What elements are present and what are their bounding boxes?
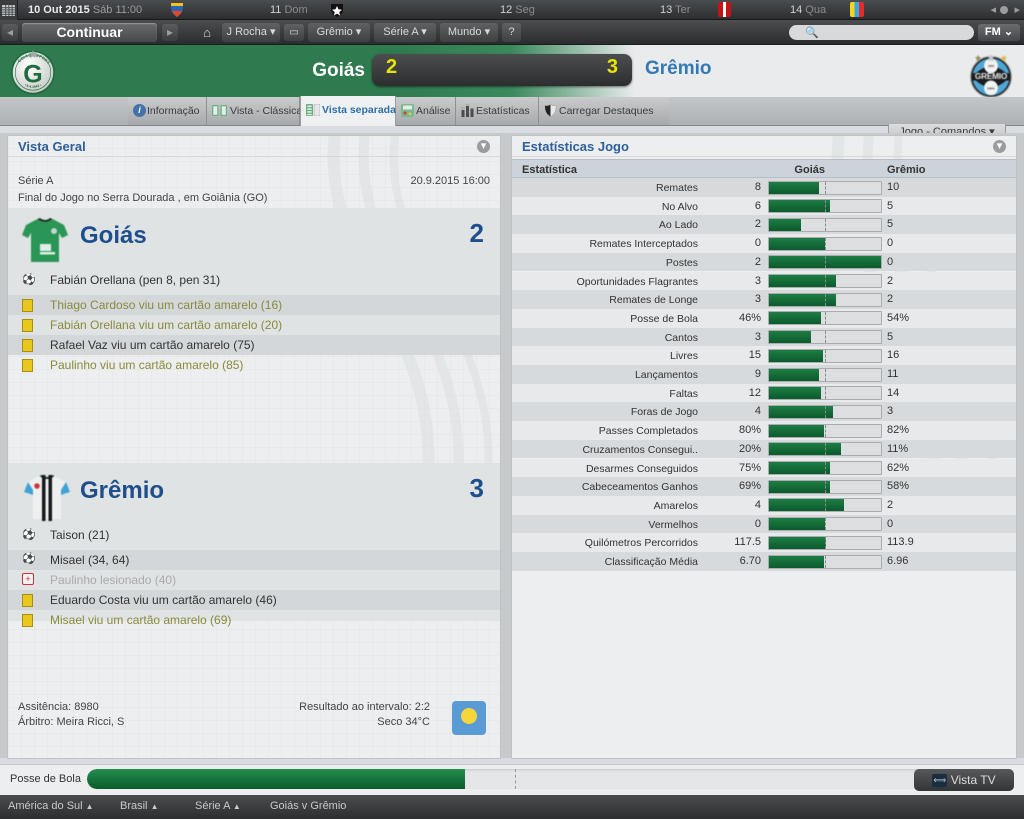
- svg-text:GRÊMIO: GRÊMIO: [975, 70, 1008, 81]
- svg-text:G: G: [23, 61, 42, 89]
- svg-text:FBPA: FBPA: [987, 86, 994, 90]
- svg-text:1903: 1903: [988, 64, 995, 68]
